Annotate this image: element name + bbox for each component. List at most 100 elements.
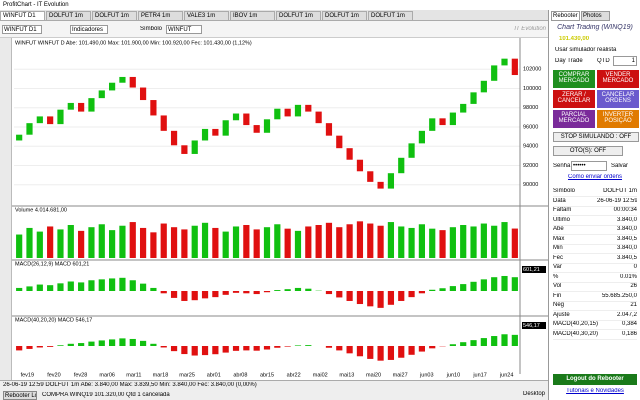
side-panel: Rebooter Photos Chart Trading (WINQ19) 101.… — [548, 10, 640, 400]
tab[interactable]: DOLFUT 1m — [276, 11, 321, 20]
bar — [460, 342, 467, 346]
candle — [160, 115, 167, 131]
candle — [356, 159, 364, 172]
x-tick-label: abr08 — [233, 372, 247, 378]
oto-button[interactable]: OTO(S): OFF — [553, 146, 623, 156]
candle — [336, 135, 343, 149]
candle — [26, 123, 33, 135]
bar — [57, 345, 64, 346]
qtd-input[interactable]: 1 — [613, 56, 637, 66]
pane-title: MACD(26,12,9) MACD 601,21 — [15, 261, 89, 267]
tab[interactable]: IBOV 1m — [230, 11, 275, 20]
bar — [305, 226, 312, 258]
password-input[interactable]: •••••• — [571, 161, 607, 171]
bar — [274, 224, 281, 258]
x-tick-label: fev20 — [47, 372, 60, 378]
log-button[interactable]: Rebooter Log — [3, 391, 37, 400]
bar — [387, 346, 395, 360]
bar — [346, 346, 353, 354]
tab[interactable]: DOLFUT 1m — [46, 11, 91, 20]
bar — [284, 289, 291, 291]
bar — [150, 343, 157, 346]
bar — [418, 224, 425, 258]
bar — [170, 346, 178, 352]
save-check[interactable]: Salvar — [611, 163, 629, 169]
bar — [16, 346, 23, 351]
watermark: IT Evolution — [514, 26, 546, 32]
bar — [150, 287, 157, 291]
order-button[interactable]: INVERTER POSIÇÃO — [597, 110, 639, 128]
bar — [67, 343, 74, 346]
candle — [367, 171, 374, 182]
bar — [367, 223, 374, 258]
info-key: Ajuste — [553, 312, 603, 321]
bar — [377, 291, 384, 308]
candle — [511, 58, 518, 76]
info-value: 3.840,0 — [597, 226, 637, 235]
candle — [346, 148, 353, 160]
tutorials-link[interactable]: Tutoriais e Novidades — [566, 388, 624, 394]
bar — [201, 222, 209, 258]
tab[interactable]: PETR4 1m — [138, 11, 183, 20]
bar — [429, 346, 436, 349]
candle — [470, 92, 477, 104]
tab[interactable]: DOLFUT 1m — [368, 11, 413, 20]
bar — [212, 291, 219, 298]
candle — [387, 173, 395, 189]
bar — [346, 291, 353, 301]
bar — [88, 280, 95, 291]
candle — [315, 111, 322, 124]
info-key: % — [553, 274, 603, 283]
order-button[interactable]: PARCIAL MERCADO — [553, 110, 595, 128]
x-tick-label: jun17 — [472, 372, 486, 378]
bar — [181, 346, 188, 355]
symbol-input[interactable]: WINFUT — [166, 25, 202, 34]
order-button[interactable]: CANCELAR ORDENS — [597, 90, 639, 108]
order-button[interactable]: ZERAR / CANCELAR — [553, 90, 595, 108]
candle — [98, 90, 105, 99]
price: 101.430,00 — [559, 36, 590, 42]
bar — [129, 280, 136, 291]
bar — [47, 285, 54, 291]
panel-tab[interactable]: Rebooter — [551, 11, 580, 21]
x-tick-label: mar25 — [179, 372, 195, 378]
tab[interactable]: DOLFUT 1m — [322, 11, 367, 20]
bar — [36, 346, 43, 348]
simulator-check[interactable]: Usar simulador realista — [555, 47, 617, 53]
bar — [119, 338, 126, 346]
info-key: Var — [553, 264, 603, 273]
bar — [119, 225, 126, 258]
password-label: Senha — [553, 163, 571, 169]
indicators-button[interactable]: Indicadores — [70, 25, 108, 34]
x-tick-label: mai20 — [366, 372, 381, 378]
daytrade-check[interactable]: Day Trade — [555, 58, 583, 64]
order-button[interactable]: COMPRAR MERCADO — [553, 70, 595, 88]
info-key: Min — [553, 245, 603, 254]
bar — [470, 340, 477, 346]
bar — [78, 282, 85, 291]
panel-tab[interactable]: Photos — [581, 11, 610, 21]
bar — [160, 346, 167, 348]
x-tick-label: mai27 — [393, 372, 408, 378]
order-button[interactable]: VENDER MERCADO — [597, 70, 639, 88]
bar — [449, 344, 456, 346]
help-link[interactable]: Como enviar ordens — [567, 174, 623, 180]
tab[interactable]: VALE3 1m — [184, 11, 229, 20]
bar — [201, 346, 209, 356]
stop-button[interactable]: STOP SIMULANDO : OFF — [553, 132, 639, 142]
info-key: Data — [553, 198, 603, 207]
bar — [150, 232, 157, 258]
bar — [470, 281, 477, 291]
info-value: 0.01% — [597, 274, 637, 283]
logout-button[interactable]: Logout do Rebooter — [553, 374, 637, 385]
window-title: ProfitChart - IT Evolution — [0, 0, 640, 10]
x-tick-label: mar18 — [153, 372, 169, 378]
bar — [460, 225, 467, 258]
chart-select[interactable]: WINFUT D1 — [2, 25, 42, 34]
info-value: 0,384 — [597, 321, 637, 330]
status-quote: 26-06-19 12:59 DOLFUT 1m Abe: 3.840,00 M… — [3, 382, 257, 388]
y-tick-label: 92000 — [523, 163, 538, 169]
tab[interactable]: DOLFUT 1m — [92, 11, 137, 20]
bar — [501, 222, 508, 258]
tab[interactable]: WINFUT D1 — [0, 11, 45, 20]
